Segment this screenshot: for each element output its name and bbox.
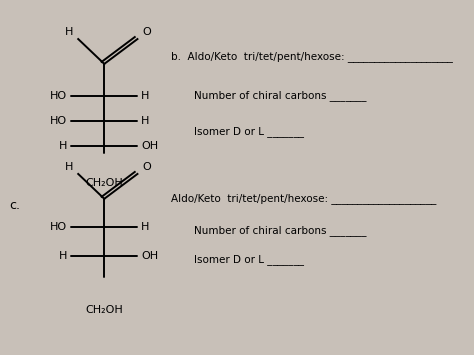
Text: Isomer D or L _______: Isomer D or L _______ — [194, 126, 304, 137]
Text: HO: HO — [50, 222, 67, 232]
Text: c.: c. — [9, 200, 20, 212]
Text: H: H — [141, 222, 150, 232]
Text: H: H — [141, 91, 150, 101]
Text: H: H — [141, 116, 150, 126]
Text: Aldo/Keto  tri/tet/pent/hexose: ____________________: Aldo/Keto tri/tet/pent/hexose: _________… — [171, 193, 436, 204]
Text: H: H — [65, 27, 73, 37]
Text: OH: OH — [141, 251, 158, 261]
Text: CH₂OH: CH₂OH — [85, 178, 123, 187]
Text: CH₂OH: CH₂OH — [85, 305, 123, 315]
Text: b.  Aldo/Keto  tri/tet/pent/hexose: ____________________: b. Aldo/Keto tri/tet/pent/hexose: ______… — [171, 51, 453, 62]
Text: HO: HO — [50, 116, 67, 126]
Text: Number of chiral carbons _______: Number of chiral carbons _______ — [194, 91, 367, 101]
Text: Isomer D or L _______: Isomer D or L _______ — [194, 254, 304, 264]
Text: H: H — [59, 251, 67, 261]
Text: OH: OH — [141, 141, 158, 151]
Text: H: H — [65, 162, 73, 172]
Text: H: H — [59, 141, 67, 151]
Text: Number of chiral carbons _______: Number of chiral carbons _______ — [194, 225, 367, 236]
Text: HO: HO — [50, 91, 67, 101]
Text: O: O — [142, 27, 151, 37]
Text: O: O — [142, 162, 151, 172]
